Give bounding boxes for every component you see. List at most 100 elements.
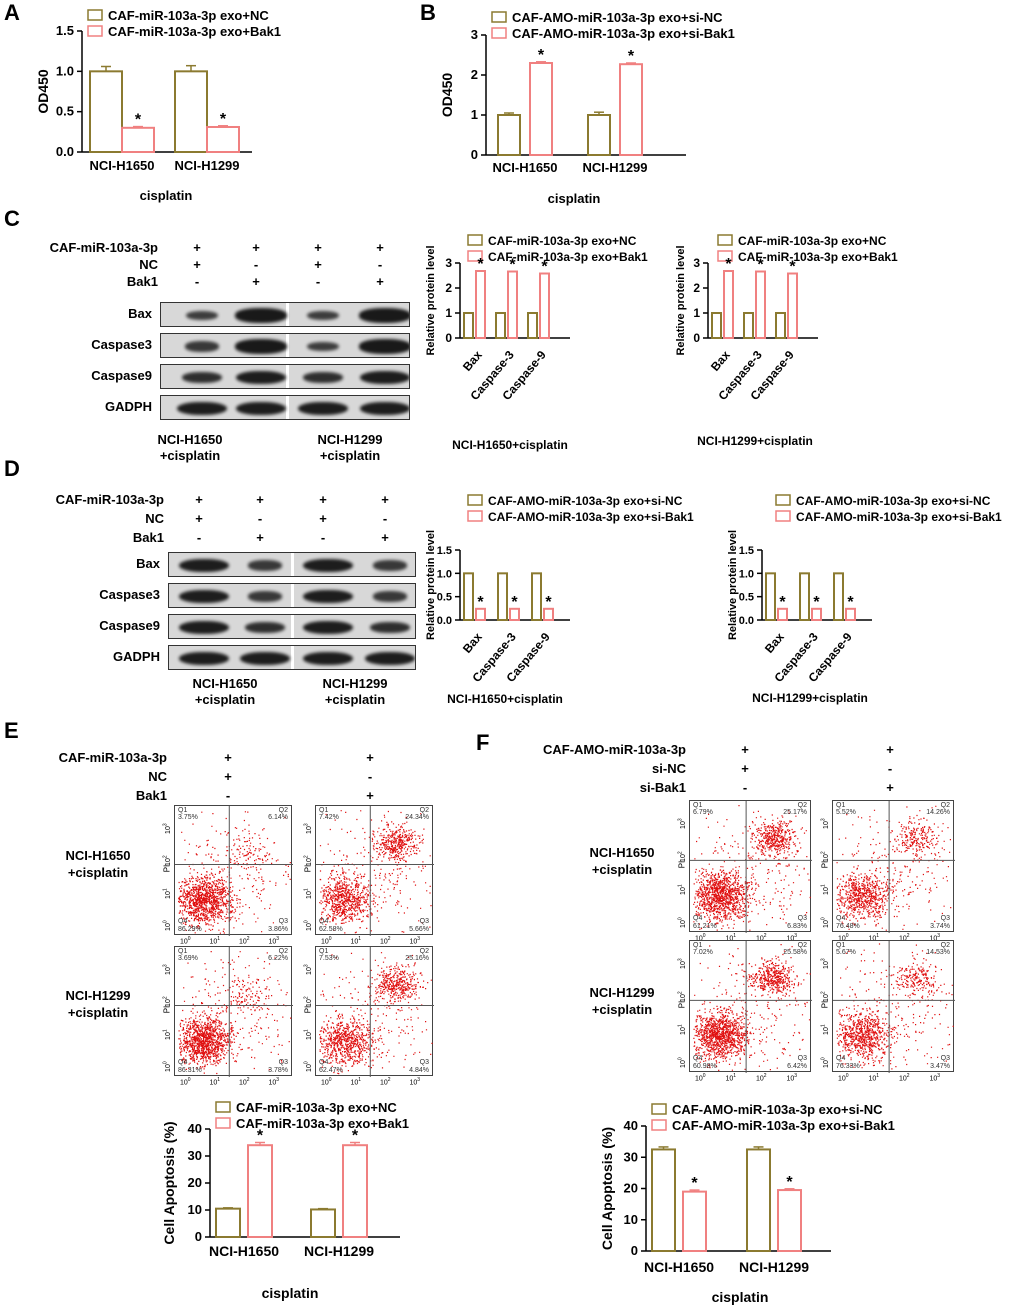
category-label: NCI-H1650 (209, 1243, 279, 1259)
category-label: Bax (460, 348, 485, 374)
x-tick-exponent: 2 (906, 1073, 910, 1079)
y-tick-label: 103 (677, 958, 687, 969)
y-tick-exponent: 3 (162, 822, 169, 826)
blot-label: Caspase3 (99, 587, 160, 602)
category-label: Bax (708, 348, 733, 374)
dot-cloud (836, 805, 952, 931)
quadrant-name: Q2 (797, 942, 807, 949)
protein-band (372, 591, 408, 602)
condition-label: CAF-miR-103a-3p (58, 750, 167, 765)
y-axis-label: OD450 (35, 69, 51, 114)
protein-band (306, 341, 340, 352)
significance-star: * (691, 1175, 698, 1192)
y-tick-label: 0 (445, 331, 452, 345)
bar (342, 1144, 368, 1239)
y-tick-exponent: 0 (677, 917, 684, 921)
quadrant-q3-value: 5.66% (409, 926, 429, 933)
pi-axis-label: PI (303, 1005, 313, 1014)
condition-sign: + (741, 761, 749, 776)
quadrant-name: Q4 (836, 915, 846, 922)
significance-star: * (257, 1128, 264, 1145)
y-tick-label: 1 (445, 306, 452, 320)
y-tick-label: 103 (820, 818, 830, 829)
significance-star: * (477, 256, 484, 273)
y-tick-label: 2 (471, 67, 478, 82)
blot-separator (286, 334, 289, 357)
x-tick-exponent: 3 (794, 1073, 798, 1079)
protein-band (179, 558, 229, 573)
significance-star: * (538, 47, 545, 64)
condition-sign: + (319, 511, 327, 526)
protein-band (245, 621, 285, 634)
dot-cloud (693, 944, 811, 1071)
chart-d1: CAF-AMO-miR-103a-3p exo+si-NC CAF-AMO-miR… (425, 494, 694, 706)
y-tick-exponent: 3 (162, 963, 169, 967)
protein-band (247, 591, 283, 602)
significance-star: * (847, 594, 854, 611)
blot-separator (286, 396, 289, 419)
flow-plot: Q1 7.53% Q2 25.16% Q4 62.47% Q3 4.84% (315, 946, 434, 1077)
category-label: Bax (460, 630, 485, 656)
scatter-dots (833, 801, 955, 933)
condition-sign: + (193, 240, 201, 255)
bar (310, 1208, 336, 1238)
protein-band (185, 310, 219, 321)
y-tick-label: 0.5 (739, 592, 754, 604)
protein-band (235, 339, 287, 354)
blot-label: Bax (128, 306, 152, 321)
dot-cloud (693, 805, 811, 931)
pi-axis-label: PI (162, 864, 172, 873)
bar (845, 607, 856, 622)
scatter-dots (833, 941, 955, 1073)
y-tick-exponent: 3 (820, 958, 827, 962)
panel-label-b: B (420, 0, 436, 25)
quadrant-name: Q1 (693, 942, 703, 949)
quadrant-name: Q4 (319, 918, 329, 925)
dot-cloud (836, 943, 954, 1070)
x-axis-label: cisplatin (548, 191, 601, 206)
condition-sign: - (315, 274, 321, 289)
y-tick-label: 20 (188, 1175, 202, 1190)
bar (527, 312, 538, 339)
condition-label: CAF-miR-103a-3p (49, 240, 158, 255)
pi-axis-label: PI (162, 1005, 172, 1014)
x-tick-exponent: 3 (937, 1073, 941, 1079)
chart-d2: CAF-AMO-miR-103a-3p exo+si-NC CAF-AMO-miR… (727, 494, 1002, 705)
y-tick-label: 0.5 (56, 104, 74, 119)
y-tick-label: 101 (303, 1028, 313, 1040)
x-tick-label: 101 (725, 933, 737, 943)
blot-separator (291, 615, 294, 638)
scatter-dots (175, 947, 293, 1077)
pi-axis-label: PI (677, 1000, 687, 1009)
condition-label: NC (148, 769, 167, 784)
y-tick-label: 2 (693, 281, 700, 295)
y-tick-label: 101 (820, 884, 830, 895)
condition-label: NC (145, 511, 164, 526)
y-axis-label: Relative protein level (727, 530, 739, 640)
legend-swatch (87, 25, 103, 37)
y-tick-exponent: 3 (677, 958, 684, 962)
scatter-dots (316, 806, 434, 936)
blot-label: Caspase3 (91, 337, 152, 352)
y-tick-exponent: 0 (820, 917, 827, 921)
blot-separator (286, 303, 289, 326)
x-tick-label: 102 (756, 933, 767, 943)
quadrant-q4-value: 86.31% (178, 1067, 202, 1074)
condition-sign: + (366, 750, 374, 765)
x-tick-exponent: 2 (246, 936, 250, 942)
protein-band (182, 371, 222, 384)
condition-sign: - (253, 257, 259, 272)
x-tick-exponent: 2 (763, 933, 767, 939)
y-tick-label: 0.0 (739, 615, 754, 627)
y-tick-label: 103 (820, 958, 830, 969)
condition-sign: + (319, 492, 327, 507)
blot-strip (168, 552, 416, 577)
cell-line-label: +cisplatin (319, 448, 381, 463)
y-tick-exponent: 2 (162, 855, 169, 859)
x-axis-label: cisplatin (712, 1289, 769, 1305)
bar (497, 114, 521, 156)
bar (811, 607, 822, 622)
quadrant-q3-value: 3.74% (930, 923, 950, 930)
flow-plot: Q1 6.79% Q2 25.17% Q4 61.21% Q3 6.83% (689, 800, 812, 933)
y-tick-label: 0 (471, 147, 478, 162)
